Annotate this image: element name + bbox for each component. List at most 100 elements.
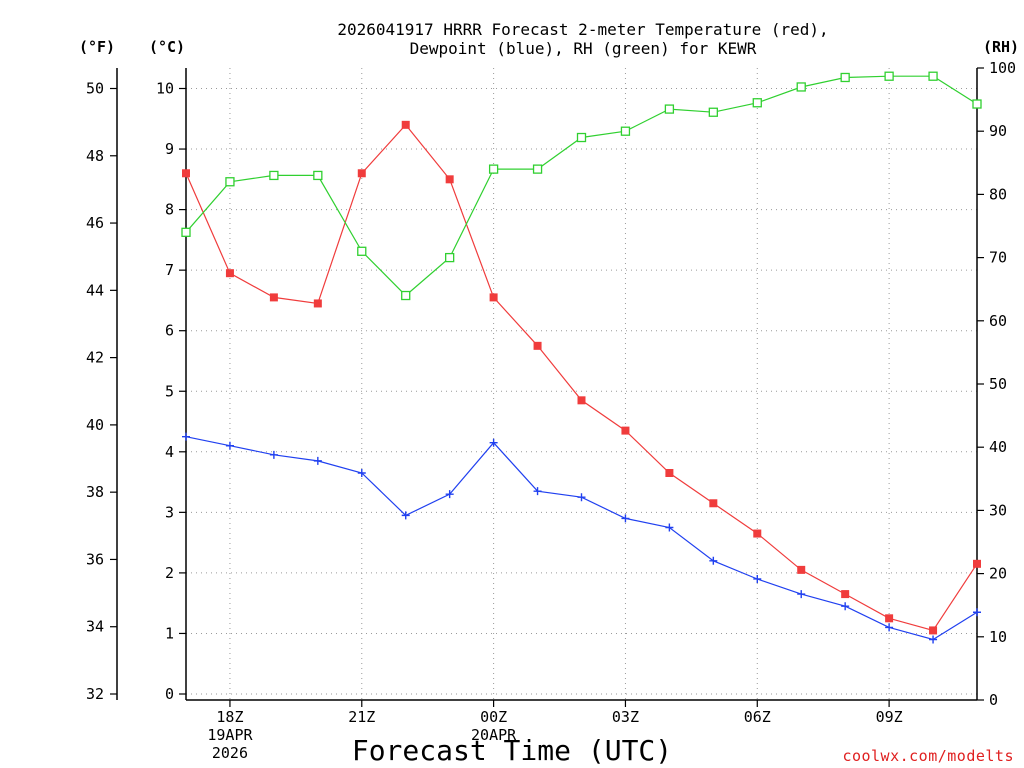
dewpoint-point <box>489 438 498 447</box>
dewpoint-point <box>929 635 938 644</box>
temperature-point <box>357 169 366 178</box>
rh-point <box>532 164 543 174</box>
temperature-point <box>533 341 542 350</box>
fahrenheit-tick-label: 34 <box>86 618 104 636</box>
fahrenheit-tick-label: 32 <box>86 685 104 703</box>
temperature-point <box>665 468 674 477</box>
temperature-point <box>489 293 498 302</box>
temperature-point <box>753 529 762 538</box>
temperature-point <box>445 175 454 184</box>
fahrenheit-tick-label: 40 <box>86 416 104 434</box>
rh-point <box>796 82 806 92</box>
x-tick-label: 2026 <box>212 744 248 762</box>
celsius-tick-label: 6 <box>165 322 174 340</box>
dewpoint-point <box>182 432 190 441</box>
x-tick-label: 18Z <box>216 708 243 726</box>
temperature-point <box>269 293 278 302</box>
dewpoint-point <box>401 511 410 520</box>
rh-point <box>884 71 894 81</box>
dewpoint-point <box>313 456 322 465</box>
celsius-tick-label: 0 <box>165 685 174 703</box>
dewpoint-point <box>709 556 718 565</box>
dewpoint-point <box>269 450 278 459</box>
rh-tick-label: 40 <box>989 438 1007 456</box>
chart-title-line-1: 2026041917 HRRR Forecast 2-meter Tempera… <box>337 20 828 39</box>
dewpoint-point <box>973 608 981 617</box>
rh-tick-label: 0 <box>989 691 998 709</box>
temperature-point <box>621 426 630 435</box>
dewpoint-point <box>225 441 234 450</box>
celsius-tick-label: 9 <box>165 140 174 158</box>
dewpoint-point <box>533 487 542 496</box>
rh-point <box>972 99 982 109</box>
dewpoint-line <box>185 436 978 641</box>
fahrenheit-tick-label: 46 <box>86 214 104 232</box>
celsius-tick-label: 8 <box>165 201 174 219</box>
celsius-tick-label: 10 <box>156 80 174 98</box>
celsius-tick-label: 2 <box>165 564 174 582</box>
celsius-tick-label: 5 <box>165 382 174 400</box>
rh-point <box>928 71 938 81</box>
dewpoint-point <box>753 574 762 583</box>
dewpoint-point <box>797 590 806 599</box>
dewpoint-point <box>621 514 630 523</box>
dewpoint-point <box>841 602 850 611</box>
rh-point <box>225 177 235 187</box>
celsius-tick-label: 7 <box>165 261 174 279</box>
temperature-point <box>973 559 981 568</box>
temperature-point <box>313 299 322 308</box>
temperature-point <box>885 614 894 623</box>
fahrenheit-tick-label: 42 <box>86 349 104 367</box>
temperature-point <box>401 120 410 129</box>
temperature-point <box>709 499 718 508</box>
x-tick-label: 19APR <box>207 726 253 744</box>
x-axis-label: Forecast Time (UTC) <box>352 734 672 767</box>
rh-tick-label: 90 <box>989 122 1007 140</box>
rh-tick-label: 60 <box>989 312 1007 330</box>
temperature-point <box>577 396 586 405</box>
fahrenheit-tick-label: 44 <box>86 281 104 299</box>
rh-point <box>357 246 367 256</box>
dewpoint-point <box>885 623 894 632</box>
source-credit: coolwx.com/modelts <box>842 747 1014 765</box>
fahrenheit-tick-label: 38 <box>86 483 104 501</box>
x-tick-label: 03Z <box>612 708 639 726</box>
rh-tick-label: 30 <box>989 501 1007 519</box>
dewpoint-point <box>445 490 454 499</box>
celsius-unit-label: (°C) <box>149 38 185 56</box>
x-tick-label: 09Z <box>876 708 903 726</box>
chart-title-line-2: Dewpoint (blue), RH (green) for KEWR <box>410 39 757 58</box>
fahrenheit-unit-label: (°F) <box>79 38 115 56</box>
rh-point <box>664 104 675 114</box>
temperature-point <box>841 590 850 599</box>
rh-point <box>488 164 499 174</box>
x-tick-label: 06Z <box>744 708 771 726</box>
celsius-tick-label: 1 <box>165 624 174 642</box>
dewpoint-point <box>577 493 586 502</box>
rh-point <box>752 98 762 108</box>
rh-line <box>185 75 978 297</box>
rh-point <box>313 170 323 181</box>
temperature-point <box>929 626 938 635</box>
rh-tick-label: 100 <box>989 59 1016 77</box>
gridlines <box>186 68 977 700</box>
rh-point <box>181 227 191 237</box>
axes: 3234363840424446485001234567891001020304… <box>86 59 1016 762</box>
dewpoint-point <box>665 523 674 532</box>
rh-tick-label: 70 <box>989 249 1007 267</box>
rh-tick-label: 10 <box>989 628 1007 646</box>
celsius-tick-label: 4 <box>165 443 174 461</box>
x-tick-label: 20APR <box>471 726 517 744</box>
rh-point <box>620 126 631 136</box>
rh-point <box>269 170 279 181</box>
rh-point <box>576 132 587 143</box>
fahrenheit-tick-label: 36 <box>86 550 104 568</box>
temperature-point <box>797 565 806 574</box>
fahrenheit-tick-label: 48 <box>86 147 104 165</box>
fahrenheit-tick-label: 50 <box>86 80 104 98</box>
data-series <box>181 71 982 644</box>
x-tick-label: 21Z <box>348 708 375 726</box>
x-tick-label: 00Z <box>480 708 507 726</box>
temperature-point <box>182 169 190 178</box>
